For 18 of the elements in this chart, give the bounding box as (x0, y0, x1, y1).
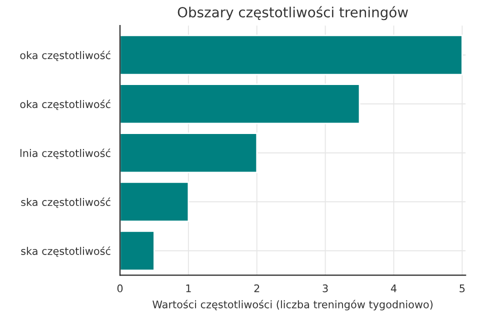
x-tick-label: 0 (117, 284, 123, 292)
bar (120, 132, 258, 174)
chart-title: Obszary częstotliwości treningów (178, 6, 408, 20)
x-tick-label: 2 (254, 284, 260, 292)
x-tick-label: 3 (322, 284, 328, 292)
x-tick-label: 1 (186, 284, 191, 292)
y-tick-label: lnia częstotliwość (20, 148, 110, 159)
bar (120, 182, 190, 222)
y-tick-label: ska częstotliwość (21, 246, 110, 257)
y-tick-label: oka częstotliwość (20, 50, 110, 62)
x-tick-label: 5 (460, 284, 465, 292)
bar (120, 230, 155, 271)
bar (120, 84, 360, 124)
y-tick-label: ska częstotliwość (21, 198, 110, 208)
y-tick-label: oka częstotliwość (20, 100, 110, 110)
x-axis-title: Wartości częstotliwości (liczba treningów tygodniowo) (152, 300, 433, 310)
x-tick-label: 4 (390, 284, 396, 292)
bar (120, 34, 463, 76)
